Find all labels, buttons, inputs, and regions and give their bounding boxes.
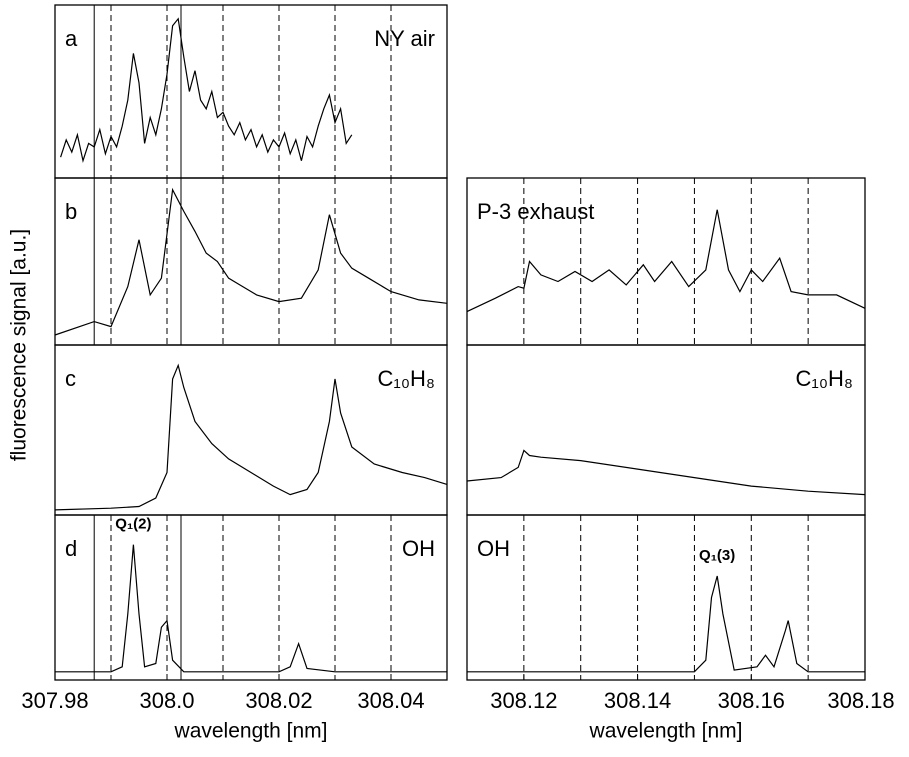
x-tick-label: 308.18 xyxy=(827,688,894,713)
x-axis-label: wavelength [nm] xyxy=(589,720,743,743)
x-tick-label: 308.04 xyxy=(357,688,424,713)
x-tick-label: 308.14 xyxy=(604,688,671,713)
panel-annotation: C₁₀H₈ xyxy=(378,366,435,391)
x-tick-label: 308.12 xyxy=(490,688,557,713)
panel-label: a xyxy=(65,26,78,51)
panel-frame xyxy=(466,514,866,681)
signal-line xyxy=(466,209,866,313)
x-tick-label: 308.02 xyxy=(245,688,312,713)
peak-label: Q₁(2) xyxy=(115,516,151,533)
panel-annotation: OH xyxy=(477,536,510,561)
panel-annotation: P-3 exhaust xyxy=(477,199,594,224)
x-tick-label: 308.16 xyxy=(718,688,785,713)
signal-line xyxy=(54,187,448,336)
signal-line xyxy=(466,449,866,496)
signal-line xyxy=(467,575,865,673)
panel-label: b xyxy=(65,199,77,224)
x-tick-label: 307.98 xyxy=(21,688,88,713)
signal-line xyxy=(60,17,353,164)
panel-label: c xyxy=(65,366,76,391)
y-axis-label: fluorescence signal [a.u.] xyxy=(8,229,31,461)
panel-label: d xyxy=(65,536,77,561)
peak-label: Q₁(3) xyxy=(699,547,735,564)
x-axis-label: wavelength [nm] xyxy=(174,720,328,743)
panel-annotation: C₁₀H₈ xyxy=(796,366,853,391)
panel-frame xyxy=(54,514,448,681)
panel-annotation: NY air xyxy=(374,26,435,51)
panel-annotation: OH xyxy=(402,536,435,561)
signal-line xyxy=(55,544,447,673)
signal-line xyxy=(54,363,448,511)
x-tick-label: 308.0 xyxy=(139,688,194,713)
